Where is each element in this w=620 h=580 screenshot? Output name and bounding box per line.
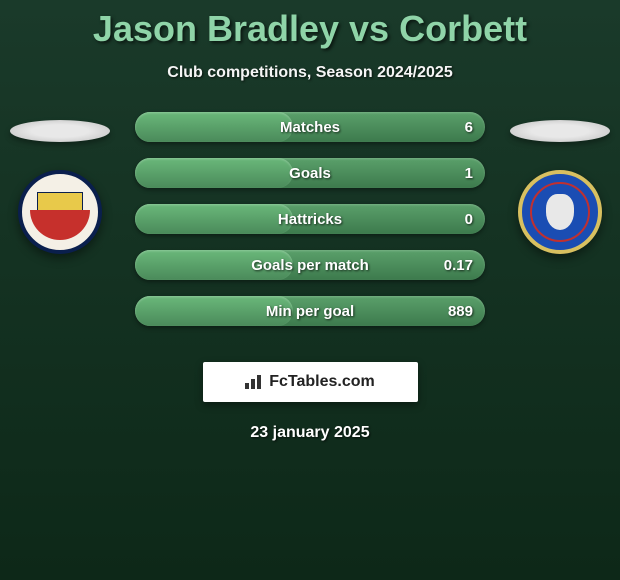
- stat-right-value: 6: [465, 119, 473, 136]
- brand-text: FcTables.com: [269, 373, 375, 391]
- stat-label: Hattricks: [278, 211, 342, 228]
- stat-label: Goals per match: [251, 257, 369, 274]
- brand-box[interactable]: FcTables.com: [203, 362, 418, 402]
- stat-label: Goals: [289, 165, 331, 182]
- stat-fill: [135, 158, 293, 188]
- date-line: 23 january 2025: [0, 424, 620, 442]
- stats-column: Matches 6 Goals 1 Hattricks 0 Goals per …: [135, 112, 485, 326]
- stat-right-value: 0.17: [444, 257, 473, 274]
- player-left-spot: [5, 112, 115, 254]
- player-left-avatar-placeholder: [10, 120, 110, 142]
- bar-chart-icon: [245, 375, 263, 389]
- stat-row-min-per-goal: Min per goal 889: [135, 296, 485, 326]
- stat-right-value: 0: [465, 211, 473, 228]
- stat-right-value: 1: [465, 165, 473, 182]
- club-badge-left: [18, 170, 102, 254]
- page-subtitle: Club competitions, Season 2024/2025: [0, 64, 620, 82]
- page-title: Jason Bradley vs Corbett: [0, 0, 620, 50]
- stat-right-value: 889: [448, 303, 473, 320]
- club-badge-right: [518, 170, 602, 254]
- player-right-spot: [505, 112, 615, 254]
- stat-row-goals: Goals 1: [135, 158, 485, 188]
- comparison-area: Matches 6 Goals 1 Hattricks 0 Goals per …: [0, 112, 620, 332]
- stat-row-hattricks: Hattricks 0: [135, 204, 485, 234]
- stat-row-matches: Matches 6: [135, 112, 485, 142]
- player-right-avatar-placeholder: [510, 120, 610, 142]
- stat-label: Matches: [280, 119, 340, 136]
- stat-fill: [135, 112, 293, 142]
- stat-fill: [135, 204, 293, 234]
- stat-row-goals-per-match: Goals per match 0.17: [135, 250, 485, 280]
- stat-label: Min per goal: [266, 303, 354, 320]
